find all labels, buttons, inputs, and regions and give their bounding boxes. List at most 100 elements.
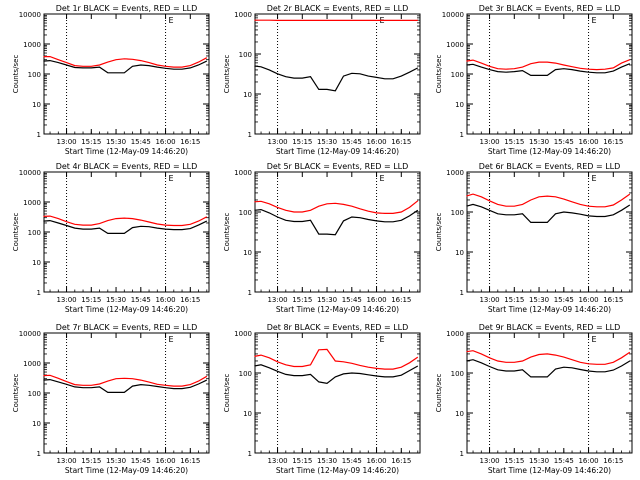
x-tick-label: 15:30 <box>529 457 549 465</box>
chart-panel-7: Det 7r BLACK = Events, RED = LLD 1 10 100 10… <box>12 323 210 475</box>
y-axis-label: Counts/sec <box>435 374 443 413</box>
x-axis-label: Start Time (12-May-09 14:46:20) <box>276 147 399 156</box>
series-line-events <box>466 203 631 223</box>
y-tick-label: 10 <box>32 420 41 428</box>
y-tick-label: 1000 <box>23 360 41 368</box>
chart-title: Det 1r BLACK = Events, RED = LLD <box>56 4 198 13</box>
y-tick-label: 1000 <box>23 199 41 207</box>
y-tick-label: 10000 <box>442 11 464 19</box>
y-tick-label: 1 <box>460 131 464 139</box>
x-tick-label: 15:30 <box>529 138 549 146</box>
y-tick-label: 1000 <box>446 169 464 177</box>
x-tick-label: 15:30 <box>106 457 126 465</box>
chart-panel-1: Det 1r BLACK = Events, RED = LLD 1 10 100 10… <box>12 4 210 156</box>
chart-title: Det 8r BLACK = Events, RED = LLD <box>267 323 409 332</box>
x-tick-label: 13:00 <box>56 138 76 146</box>
y-tick-label: 1 <box>248 131 252 139</box>
plot-frame <box>466 332 633 454</box>
series-line-lld <box>254 200 419 214</box>
y-tick-label: 1 <box>37 450 41 458</box>
x-tick-label: 15:45 <box>131 296 151 304</box>
y-tick-label: 10000 <box>19 330 41 338</box>
chart-title: Det 5r BLACK = Events, RED = LLD <box>267 162 409 171</box>
y-axis-label: Counts/sec <box>12 213 20 252</box>
x-tick-label: 13:00 <box>479 138 499 146</box>
y-tick-label: 100 <box>28 229 41 237</box>
y-tick-label: 100 <box>451 370 464 378</box>
x-tick-label: 16:15 <box>603 296 623 304</box>
x-axis-label: Start Time (12-May-09 14:46:20) <box>488 305 611 314</box>
x-axis-label: Start Time (12-May-09 14:46:20) <box>276 466 399 475</box>
series-line-lld <box>43 55 208 68</box>
y-tick-label: 1000 <box>234 169 252 177</box>
y-tick-label: 1000 <box>234 11 252 19</box>
x-axis-label: Start Time (12-May-09 14:46:20) <box>488 147 611 156</box>
event-marker-label: E <box>380 335 385 344</box>
plot-frame <box>43 13 210 135</box>
x-tick-label: 16:15 <box>391 138 411 146</box>
y-tick-label: 10 <box>32 101 41 109</box>
x-tick-label: 16:15 <box>391 457 411 465</box>
x-tick-label: 16:15 <box>603 138 623 146</box>
chart-title: Det 3r BLACK = Events, RED = LLD <box>479 4 621 13</box>
y-axis-label: Counts/sec <box>12 55 20 94</box>
y-axis-label: Counts/sec <box>435 55 443 94</box>
chart-panel-2: Det 2r BLACK = Events, RED = LLD 1 10 100 10… <box>223 4 421 156</box>
x-tick-label: 16:15 <box>180 138 200 146</box>
x-tick-label: 16:00 <box>578 296 598 304</box>
x-axis-label: Start Time (12-May-09 14:46:20) <box>65 466 188 475</box>
plot-frame <box>254 171 421 293</box>
event-marker-label: E <box>592 335 597 344</box>
x-tick-label: 15:45 <box>554 457 574 465</box>
event-marker-label: E <box>380 174 385 183</box>
event-marker-label: E <box>169 16 174 25</box>
chart-panel-4: Det 4r BLACK = Events, RED = LLD 1 10 100 10… <box>12 162 210 314</box>
y-tick-label: 1 <box>37 289 41 297</box>
series-line-events <box>254 208 419 236</box>
y-tick-label: 1 <box>248 450 252 458</box>
y-tick-label: 10 <box>243 91 252 99</box>
x-tick-label: 15:15 <box>504 138 524 146</box>
y-tick-label: 100 <box>451 209 464 217</box>
event-marker-label: E <box>592 16 597 25</box>
x-tick-label: 15:30 <box>106 138 126 146</box>
x-axis-label: Start Time (12-May-09 14:46:20) <box>276 305 399 314</box>
y-tick-label: 10 <box>455 101 464 109</box>
x-tick-label: 16:00 <box>155 296 175 304</box>
x-tick-label: 16:15 <box>180 296 200 304</box>
x-tick-label: 13:00 <box>56 457 76 465</box>
y-tick-label: 1000 <box>446 330 464 338</box>
chart-title: Det 6r BLACK = Events, RED = LLD <box>479 162 621 171</box>
series-line-events <box>43 59 208 74</box>
plot-frame <box>254 332 421 454</box>
series-line-events <box>254 65 419 92</box>
x-tick-label: 15:15 <box>81 138 101 146</box>
y-tick-label: 1000 <box>234 330 252 338</box>
y-axis-label: Counts/sec <box>435 213 443 252</box>
event-marker-label: E <box>169 335 174 344</box>
x-tick-label: 16:00 <box>155 138 175 146</box>
y-tick-label: 100 <box>28 71 41 79</box>
x-tick-label: 15:15 <box>504 457 524 465</box>
chart-panel-9: Det 9r BLACK = Events, RED = LLD 1 10 100 10… <box>435 323 633 475</box>
chart-panel-8: Det 8r BLACK = Events, RED = LLD 1 10 100 10… <box>223 323 421 475</box>
series-line-lld <box>43 215 208 227</box>
chart-title: Det 4r BLACK = Events, RED = LLD <box>56 162 198 171</box>
event-marker-label: E <box>169 174 174 183</box>
y-tick-label: 1 <box>460 450 464 458</box>
y-tick-label: 10 <box>243 410 252 418</box>
y-tick-label: 100 <box>28 390 41 398</box>
y-tick-label: 10000 <box>19 169 41 177</box>
x-tick-label: 16:00 <box>366 138 386 146</box>
chart-title: Det 2r BLACK = Events, RED = LLD <box>267 4 409 13</box>
series-line-events <box>43 219 208 234</box>
y-tick-label: 10 <box>243 249 252 257</box>
chart-title: Det 9r BLACK = Events, RED = LLD <box>479 323 621 332</box>
chart-title: Det 7r BLACK = Events, RED = LLD <box>56 323 198 332</box>
x-tick-label: 13:00 <box>56 296 76 304</box>
x-axis-label: Start Time (12-May-09 14:46:20) <box>488 466 611 475</box>
y-tick-label: 10000 <box>19 11 41 19</box>
x-tick-label: 15:30 <box>106 296 126 304</box>
plot-frame <box>466 171 633 293</box>
y-axis-label: Counts/sec <box>223 55 231 94</box>
